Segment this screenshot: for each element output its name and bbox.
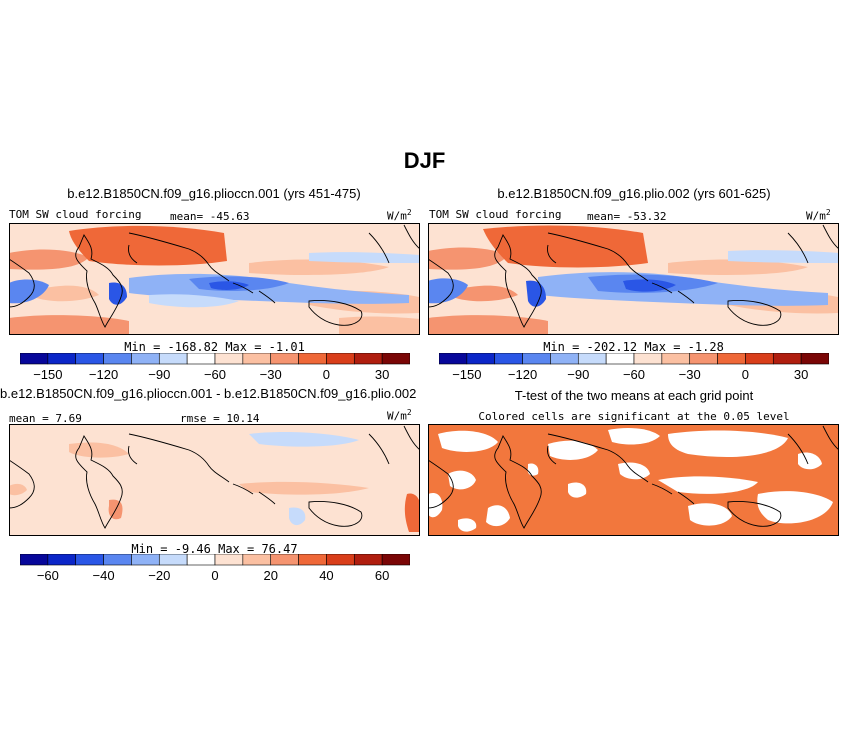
panel-1-minmax: Min = -168.82 Max = -1.01	[124, 340, 305, 354]
colorbar-swatch	[103, 554, 132, 566]
colorbar-swatch	[550, 353, 579, 365]
colorbar-swatch	[326, 554, 355, 566]
colorbar-swatch	[772, 353, 802, 365]
colorbar-swatch	[75, 353, 104, 365]
colorbar-swatch	[186, 353, 216, 365]
colorbar-tick-label: 0	[323, 367, 330, 382]
panel-1-mean: mean= -45.63	[170, 210, 250, 223]
colorbar-swatch	[47, 353, 77, 365]
colorbar-swatch	[381, 353, 410, 365]
colorbar-tick-label: 0	[742, 367, 749, 382]
colorbar-swatch	[605, 353, 635, 365]
colorbar-tick-label: 60	[375, 568, 389, 583]
panel-3-mean: mean = 7.69	[9, 412, 82, 425]
panel-2-map	[428, 223, 839, 335]
colorbar-swatch	[20, 353, 49, 365]
colorbar-tick-label: −90	[148, 367, 170, 382]
colorbar-swatch	[353, 554, 383, 566]
panel-3-colorbar: −60 −40 −20 0 20 40 60	[20, 554, 410, 583]
figure-title: DJF	[403, 148, 446, 173]
colorbar-tick-label: −30	[679, 367, 701, 382]
colorbar-tick-label: 20	[263, 568, 277, 583]
colorbar-swatch	[689, 353, 718, 365]
panel-1-variable: TOM SW cloud forcing	[9, 208, 142, 221]
colorbar-tick-label: −20	[148, 568, 170, 583]
colorbar-tick-label: −60	[204, 367, 226, 382]
colorbar-swatch	[158, 554, 188, 566]
panel-3-units: W/m2	[387, 408, 412, 423]
panel-2-title: b.e12.B1850CN.f09_g16.plio.002 (yrs 601-…	[497, 186, 771, 201]
colorbar-tick-label: 40	[319, 568, 333, 583]
colorbar-tick-label: −60	[37, 568, 59, 583]
colorbar-swatch	[186, 554, 216, 566]
colorbar-tick-label: −60	[623, 367, 645, 382]
colorbar-swatch	[158, 353, 188, 365]
colorbar-tick-label: −150	[452, 367, 481, 382]
colorbar-swatch	[326, 353, 355, 365]
panel-1-map	[9, 223, 420, 335]
colorbar-swatch	[242, 554, 272, 566]
colorbar-tick-label: −120	[89, 367, 118, 382]
colorbar-swatch	[242, 353, 272, 365]
panel-3-rmse: rmse = 10.14	[180, 412, 260, 425]
panel-2-mean: mean= -53.32	[587, 210, 667, 223]
colorbar-swatch	[381, 554, 410, 566]
colorbar-swatch	[661, 353, 691, 365]
colorbar-tick-label: −90	[567, 367, 589, 382]
colorbar-swatch	[131, 554, 160, 566]
colorbar-swatch	[439, 353, 468, 365]
colorbar-swatch	[800, 353, 829, 365]
panel-3-map	[9, 424, 420, 536]
colorbar-swatch	[20, 554, 49, 566]
panel-1-colorbar: −150 −120 −90 −60 −30 0 30	[20, 353, 410, 382]
colorbar-tick-label: 30	[375, 367, 389, 382]
panel-4-title: T-test of the two means at each grid poi…	[514, 388, 754, 403]
colorbar-swatch	[633, 353, 663, 365]
panel-2-variable: TOM SW cloud forcing	[429, 208, 562, 221]
panel-4-subtitle: Colored cells are significant at the 0.0…	[478, 410, 790, 423]
colorbar-tick-label: −40	[93, 568, 115, 583]
colorbar-swatch	[270, 353, 299, 365]
colorbar-swatch	[270, 554, 299, 566]
panel-2-units: W/m2	[806, 208, 831, 223]
colorbar-tick-label: −30	[260, 367, 282, 382]
panel-4-map	[428, 424, 839, 536]
panel-1-title: b.e12.B1850CN.f09_g16.plioccn.001 (yrs 4…	[67, 186, 361, 201]
colorbar-tick-label: 0	[211, 568, 218, 583]
colorbar-swatch	[214, 353, 244, 365]
panel-2-minmax: Min = -202.12 Max = -1.28	[543, 340, 724, 354]
panel-3-minmax: Min = -9.46 Max = 76.47	[131, 542, 298, 556]
panel-3-title: b.e12.B1850CN.f09_g16.plioccn.001 - b.e1…	[0, 386, 417, 401]
panel-1-units: W/m2	[387, 208, 412, 223]
colorbar-swatch	[494, 353, 523, 365]
colorbar-swatch	[745, 353, 774, 365]
colorbar-swatch	[522, 353, 551, 365]
colorbar-tick-label: −120	[508, 367, 537, 382]
colorbar-swatch	[298, 353, 327, 365]
colorbar-swatch	[466, 353, 496, 365]
colorbar-swatch	[577, 353, 607, 365]
colorbar-swatch	[717, 353, 746, 365]
colorbar-swatch	[103, 353, 132, 365]
colorbar-swatch	[214, 554, 244, 566]
panel-2-colorbar: −150 −120 −90 −60 −30 0 30	[439, 353, 829, 382]
colorbar-tick-label: −150	[33, 367, 62, 382]
colorbar-swatch	[298, 554, 327, 566]
colorbar-swatch	[75, 554, 104, 566]
colorbar-swatch	[131, 353, 160, 365]
colorbar-tick-label: 30	[794, 367, 808, 382]
colorbar-swatch	[47, 554, 77, 566]
colorbar-swatch	[353, 353, 383, 365]
